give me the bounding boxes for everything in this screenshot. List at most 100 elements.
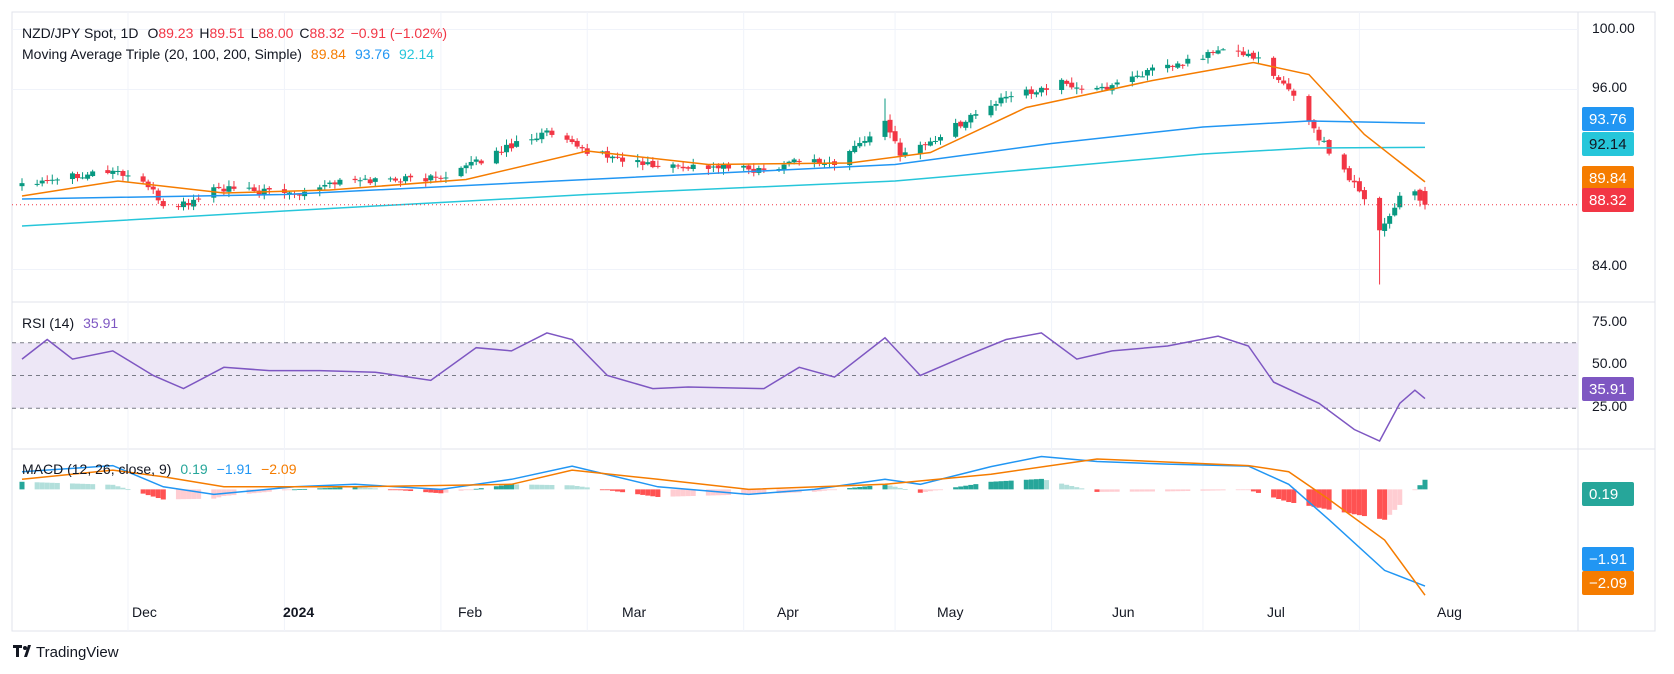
candle [1170,64,1176,71]
price-tick-100: 100.00 [1592,20,1635,36]
macd-hist-bar [1412,489,1418,491]
candle-body [246,187,252,189]
candle [569,135,575,145]
candle-body [1361,190,1367,200]
macd-hist-bar [115,486,121,490]
macd-hist-bar [1104,489,1110,492]
candle [1377,196,1383,285]
macd-hist-bar [579,486,585,490]
macd-hist-bar [498,485,504,490]
macd-hist-bar [503,484,509,490]
candle-body [574,140,580,147]
macd-pane[interactable] [11,448,1656,632]
macd-hist-bar [372,488,378,490]
candle-body [1149,67,1155,71]
month-feb: Feb [458,604,482,620]
macd-line [21,455,1426,587]
macd-hist-bar [917,489,923,493]
macd-hist-bar [140,489,146,494]
macd-hist-bar [1361,489,1367,517]
candle-body [398,181,404,183]
price-tick-84: 84.00 [1592,257,1627,273]
candle [609,155,615,163]
candle [1180,64,1186,69]
candle [564,132,570,143]
candle [544,127,550,137]
candle-body [882,120,888,137]
candle [1114,79,1120,87]
macd-hist-bar [75,483,81,490]
candle-body [1250,52,1256,59]
candle-body [897,142,903,156]
candle [897,138,903,162]
candle-body [1114,82,1120,85]
macd-hist-bar [221,489,227,497]
macd-hist-bar [1023,479,1029,490]
candle [473,156,479,166]
legend-h-label: H [199,25,209,41]
candle-body [938,137,944,141]
candle-body [902,152,908,156]
macd-hist-bar [1215,489,1221,491]
macd-hist-bar [1240,489,1246,491]
candle [286,190,292,200]
candle-body [1397,195,1403,208]
macd-hist-bar [811,489,817,492]
candle-body [973,114,979,116]
macd-hist-bar [1109,489,1115,492]
candle-body [569,139,575,143]
price-tick-96: 96.00 [1592,79,1627,95]
candle [1069,77,1075,90]
macd-hist-bar [953,487,959,490]
macd-hist-bar [352,486,358,490]
candle [1023,86,1029,99]
macd-hist-bar [69,483,75,490]
candle-body [867,136,873,143]
candle-body [958,121,964,127]
legend-c-label: C [299,25,309,41]
candle [993,100,999,111]
candle-body [251,187,257,192]
legend-l-label: L [251,25,259,41]
candle-body [160,201,166,207]
macd-hist-bar [640,489,646,495]
macd-hist-bar [357,487,363,490]
candle-body [1129,76,1135,83]
candle-body [1351,180,1357,183]
tradingview-logo-icon [13,645,31,657]
macd-hist-bar [534,484,540,490]
candle [140,173,146,185]
candle [867,131,873,146]
macd-hist-bar [564,485,570,490]
macd-hist-bar [922,489,928,492]
macd-hist-bar [675,489,681,497]
macd-hist-bar [927,489,933,492]
candle [1099,83,1105,91]
candle-body [337,179,343,185]
macd-hist-bar [1306,489,1312,506]
candle [1286,78,1292,92]
candle [85,172,91,181]
macd-hist-bar [826,489,832,491]
candle-body [44,179,50,181]
macd-hist-bar [85,483,91,490]
candle [882,98,888,141]
macd-hist-bar [1003,480,1009,490]
candle-body [544,130,550,133]
badge-sma200-bg [1582,132,1634,156]
candle [251,184,257,193]
macd-hist-bar [196,489,202,499]
gridlines [12,12,1578,631]
candle-body [443,177,449,179]
macd-hist-bar [1043,480,1049,490]
candle [463,162,469,174]
candle [675,163,681,170]
candle [1382,217,1388,237]
macd-hist-bar [1175,489,1181,492]
macd-hist-bar [39,482,45,490]
candle-body [655,165,661,167]
candle-body [367,179,373,184]
macd-hist-bar [821,489,827,491]
macd-hist-bar [1170,489,1176,492]
